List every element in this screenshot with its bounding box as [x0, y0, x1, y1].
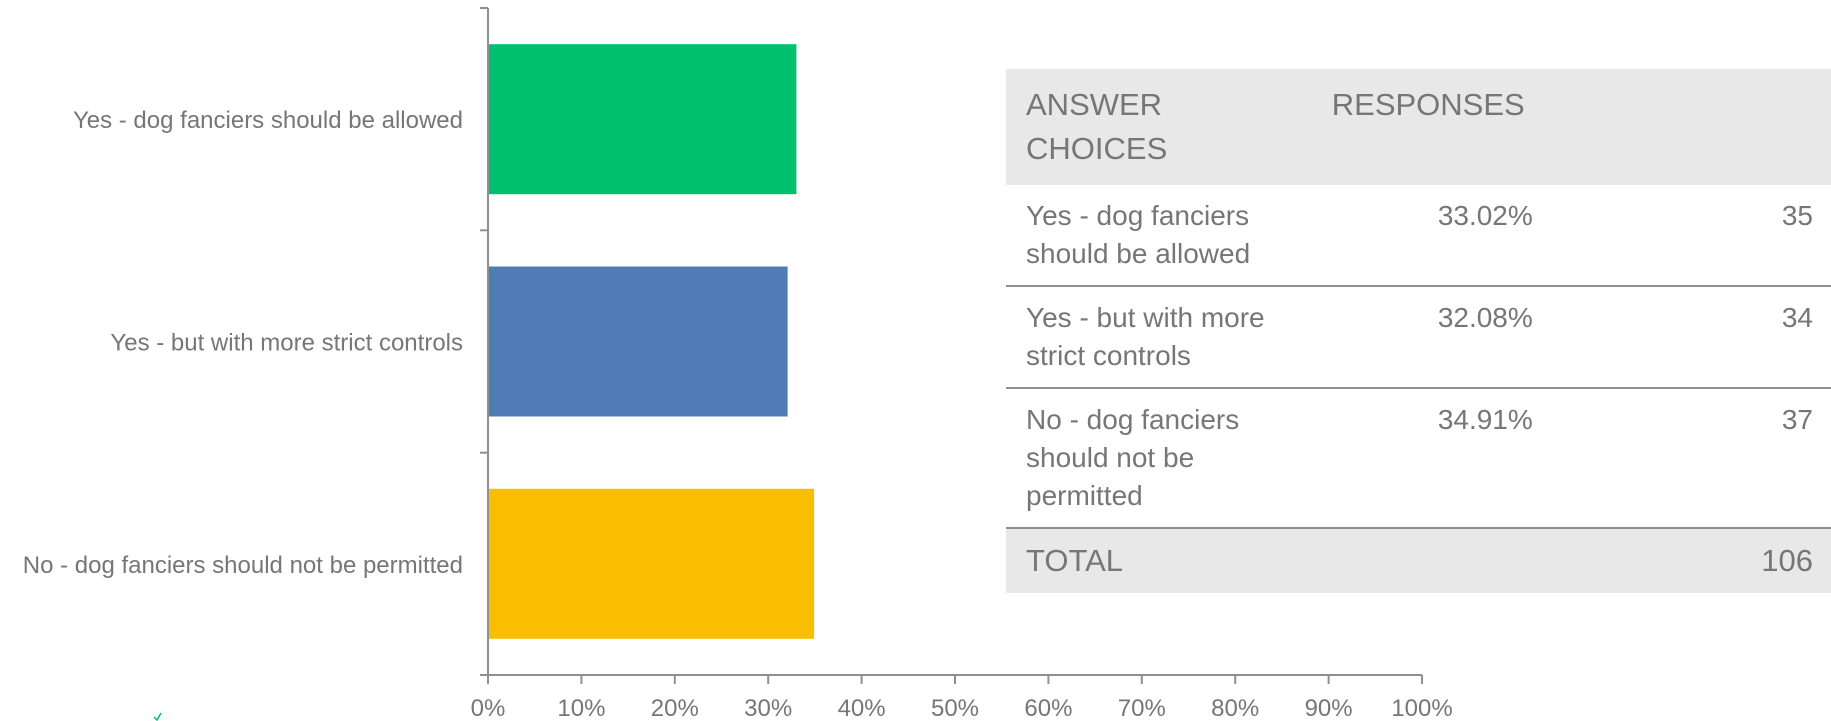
row-count: 35	[1552, 185, 1831, 287]
x-tick-label: 10%	[557, 695, 605, 721]
bars-group	[488, 44, 815, 639]
row-answer: Yes - dog fanciers should be allowed	[1006, 185, 1312, 287]
x-tick-label: 0%	[471, 695, 506, 721]
x-tick-label: 70%	[1118, 695, 1166, 721]
table-total-row: TOTAL 106	[1006, 528, 1831, 593]
x-tick-label: 40%	[838, 695, 886, 721]
category-label: Yes - but with more strict controls	[110, 330, 463, 357]
total-percent	[1311, 528, 1553, 593]
table-header-row: ANSWER CHOICES RESPONSES	[1006, 69, 1831, 185]
bar	[488, 488, 815, 639]
row-percent: 34.91%	[1311, 388, 1553, 529]
row-percent: 32.08%	[1311, 286, 1553, 389]
category-label: No - dog fanciers should not be permitte…	[23, 552, 463, 579]
bar	[488, 44, 797, 195]
header-responses: RESPONSES	[1311, 69, 1553, 185]
bar	[488, 266, 788, 417]
y-axis	[480, 7, 489, 676]
total-label: TOTAL	[1006, 528, 1312, 593]
responses-table: ANSWER CHOICES RESPONSES Yes - dog fanci…	[1006, 69, 1831, 593]
table-row: No - dog fanciers should not be permitte…	[1006, 388, 1831, 529]
category-label: Yes - dog fanciers should be allowed	[73, 107, 463, 134]
total-count: 106	[1552, 528, 1831, 593]
x-tick-label: 80%	[1211, 695, 1259, 721]
x-tick-label: 30%	[744, 695, 792, 721]
header-count	[1552, 69, 1831, 185]
row-count: 37	[1552, 388, 1831, 529]
x-tick-label: 50%	[931, 695, 979, 721]
x-tick-label: 100%	[1391, 695, 1452, 721]
checkmark-glyph	[153, 712, 162, 721]
x-axis: 0% 10% 20% 30% 40% 50% 60% 70% 80% 90% 100%	[471, 674, 1453, 721]
row-percent: 33.02%	[1311, 185, 1553, 287]
x-tick-label: 60%	[1024, 695, 1072, 721]
table-row: Yes - but with more strict controls 32.0…	[1006, 286, 1831, 389]
x-tick-label: 90%	[1305, 695, 1353, 721]
row-count: 34	[1552, 286, 1831, 389]
x-tick-label: 20%	[651, 695, 699, 721]
category-labels: Yes - dog fanciers should be allowed Yes …	[23, 107, 463, 579]
row-answer: Yes - but with more strict controls	[1006, 286, 1312, 389]
table-row: Yes - dog fanciers should be allowed 33.…	[1006, 185, 1831, 287]
row-answer: No - dog fanciers should not be permitte…	[1006, 388, 1312, 529]
header-answer-choices: ANSWER CHOICES	[1006, 69, 1312, 185]
